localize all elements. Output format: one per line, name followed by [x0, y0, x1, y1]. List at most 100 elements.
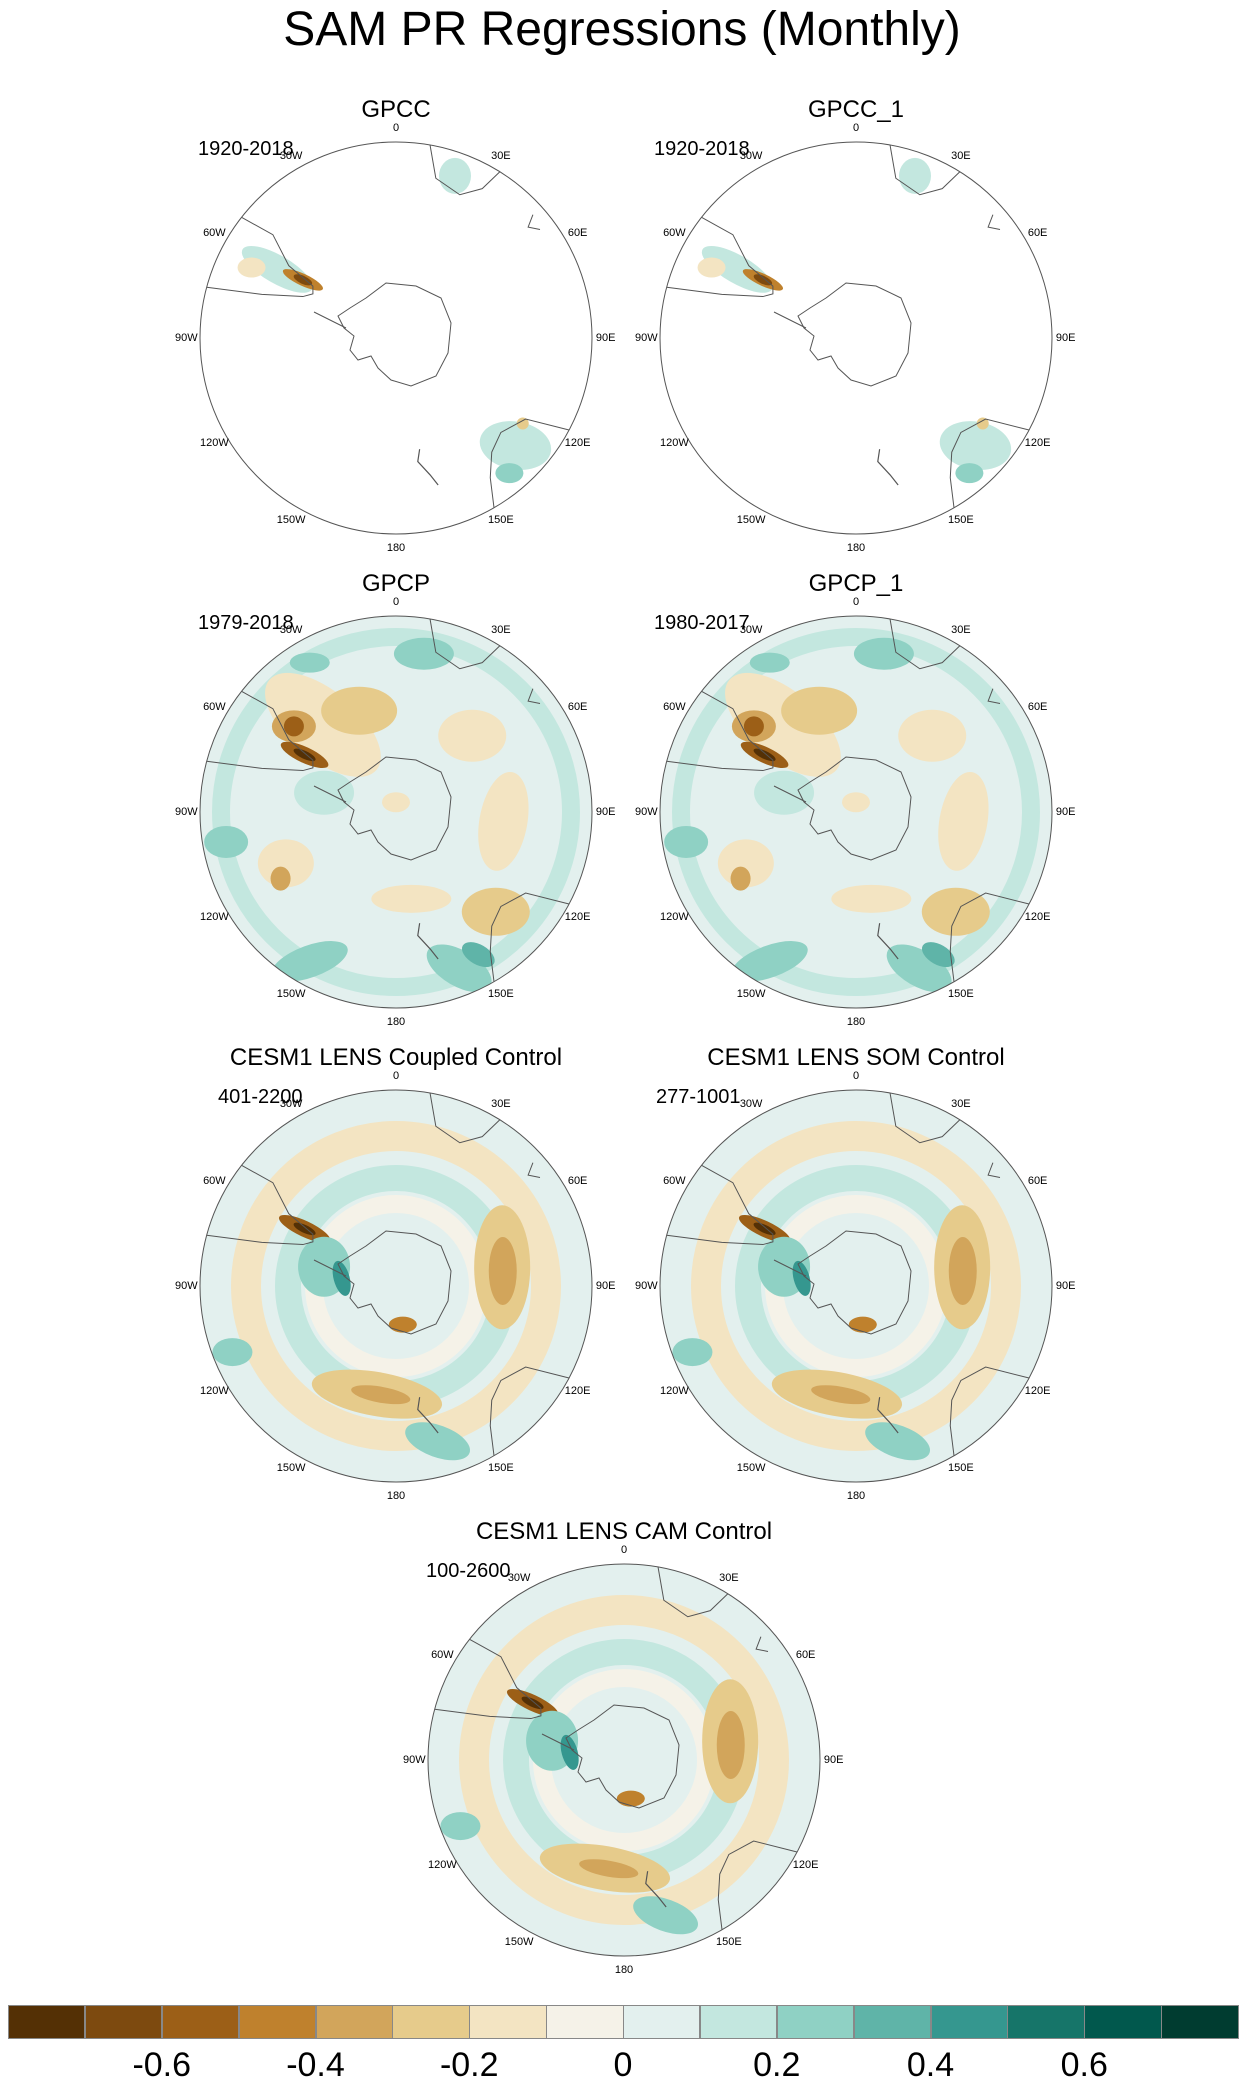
- south-america-coastline: [434, 1638, 542, 1720]
- longitude-label: 150W: [736, 513, 766, 526]
- longitude-label: 180: [846, 1015, 866, 1028]
- longitude-label: 180: [386, 1489, 406, 1502]
- longitude-label: 60W: [203, 1175, 226, 1188]
- longitude-label: 150E: [488, 513, 514, 526]
- longitude-label: 30E: [491, 624, 511, 637]
- panel-title: CESM1 LENS Coupled Control: [229, 1044, 563, 1071]
- longitude-label: 90W: [174, 332, 198, 344]
- precip-anomaly-blob: [405, 1422, 471, 1461]
- map-boundary: [199, 615, 593, 1009]
- precip-anomaly-blob: [393, 637, 454, 670]
- precip-anomaly-blob: [237, 257, 266, 278]
- precip-anomaly-blob: [749, 652, 790, 673]
- longitude-label: 60E: [567, 1175, 588, 1188]
- madagascar-coastline: [527, 1162, 541, 1178]
- new-zealand-coastline: [645, 1871, 667, 1908]
- new-zealand-coastline: [877, 1397, 899, 1434]
- precip-anomaly-blob: [579, 1859, 639, 1879]
- australia-coastline: [489, 1366, 570, 1456]
- longitude-label: 150W: [276, 1461, 306, 1474]
- longitude-label: 120E: [564, 910, 591, 923]
- map-background: [660, 142, 1052, 534]
- longitude-label: 90W: [634, 332, 658, 344]
- longitude-label: 60E: [1027, 701, 1048, 714]
- map-boundary: [659, 141, 1053, 535]
- precip-anomaly-blob: [842, 792, 870, 813]
- precip-anomaly-blob: [664, 825, 709, 858]
- precip-anomaly-blob: [332, 1260, 351, 1296]
- longitude-label: 150E: [948, 987, 974, 1000]
- colorbar-swatch: [699, 2005, 778, 2039]
- longitude-label: 90E: [595, 806, 616, 818]
- new-zealand-coastline: [417, 923, 439, 960]
- map-boundary: [427, 1563, 821, 1957]
- precip-anomaly-blob: [716, 1710, 745, 1779]
- precip-anomaly-blob: [321, 686, 398, 735]
- polar-map: [199, 141, 593, 535]
- precip-field: [200, 1090, 592, 1482]
- precip-anomaly-band: [670, 1100, 1042, 1472]
- colorbar-swatch: [1084, 2005, 1162, 2039]
- longitude-label: 0: [852, 1070, 860, 1083]
- precip-anomaly-blob: [388, 1316, 417, 1333]
- longitude-label: 120W: [200, 436, 229, 449]
- precip-anomaly-blob: [781, 686, 858, 735]
- south-america-coastline: [666, 216, 774, 298]
- panel-title: GPCC: [361, 96, 431, 123]
- longitude-label: 0: [852, 596, 860, 609]
- peninsula-coastline: [773, 1259, 807, 1277]
- longitude-label: 90W: [174, 1280, 198, 1292]
- longitude-label: 180: [386, 1015, 406, 1028]
- polar-map: [199, 615, 593, 1009]
- precip-anomaly-blob: [495, 463, 524, 484]
- map-boundary: [659, 1089, 1053, 1483]
- colorbar-tick-label: -0.6: [132, 2046, 192, 2084]
- longitude-label: 30W: [739, 1098, 763, 1111]
- madagascar-coastline: [527, 214, 541, 230]
- precip-anomaly-blob: [865, 1422, 931, 1461]
- panel-title: GPCC_1: [807, 96, 905, 123]
- longitude-label: 30E: [719, 1572, 739, 1585]
- precip-anomaly-blob: [294, 770, 355, 815]
- peninsula-coastline: [773, 311, 807, 329]
- precip-anomaly-blob: [731, 941, 808, 982]
- polar-map: [199, 1089, 593, 1483]
- panel-gpcp: GPCP 1979-2018 0 30E 60E 90E 120E 150E 180 150W…: [166, 570, 626, 1030]
- longitude-label: 30E: [491, 1098, 511, 1111]
- new-zealand-coastline: [877, 923, 899, 960]
- precip-anomaly-band: [212, 628, 580, 996]
- precip-anomaly-blob: [351, 1385, 411, 1405]
- australia-coastline: [717, 1840, 798, 1930]
- longitude-label: 30E: [951, 624, 971, 637]
- longitude-label: 0: [392, 596, 400, 609]
- precip-anomaly-blob: [516, 417, 529, 430]
- longitude-label: 60W: [663, 1175, 686, 1188]
- precip-anomaly-blob: [725, 672, 841, 777]
- longitude-label: 120E: [1024, 436, 1051, 449]
- precip-anomaly-blob: [886, 944, 952, 993]
- panel-gpcp-1: GPCP_1 1980-2017 0 30E 60E 90E 120E 150E 180 15…: [626, 570, 1086, 1030]
- africa-coastline: [889, 1092, 961, 1144]
- colorbar-swatch: [623, 2005, 701, 2039]
- longitude-label: 30E: [491, 150, 511, 163]
- australia-coastline: [949, 892, 1030, 982]
- map-boundary: [199, 141, 593, 535]
- precip-anomaly-blob: [672, 1338, 713, 1367]
- longitude-label: 60W: [663, 227, 686, 240]
- new-zealand-coastline: [417, 1397, 439, 1434]
- madagascar-coastline: [755, 1636, 769, 1652]
- longitude-label: 0: [392, 1070, 400, 1083]
- longitude-label: 120E: [792, 1858, 819, 1871]
- polar-map: [659, 615, 1053, 1009]
- panel-period: 277-1001: [656, 1086, 741, 1108]
- colorbar-tick-label: 0.4: [906, 2046, 955, 2084]
- figure-title: SAM PR Regressions (Monthly): [283, 3, 961, 56]
- precip-anomaly-blob: [898, 157, 931, 194]
- colorbar: [8, 2005, 1239, 2039]
- precip-anomaly-blob: [730, 866, 751, 891]
- precip-anomaly-blob: [438, 709, 507, 762]
- longitude-label: 60E: [567, 701, 588, 714]
- longitude-label: 180: [386, 541, 406, 554]
- precip-anomaly-blob: [560, 1734, 579, 1770]
